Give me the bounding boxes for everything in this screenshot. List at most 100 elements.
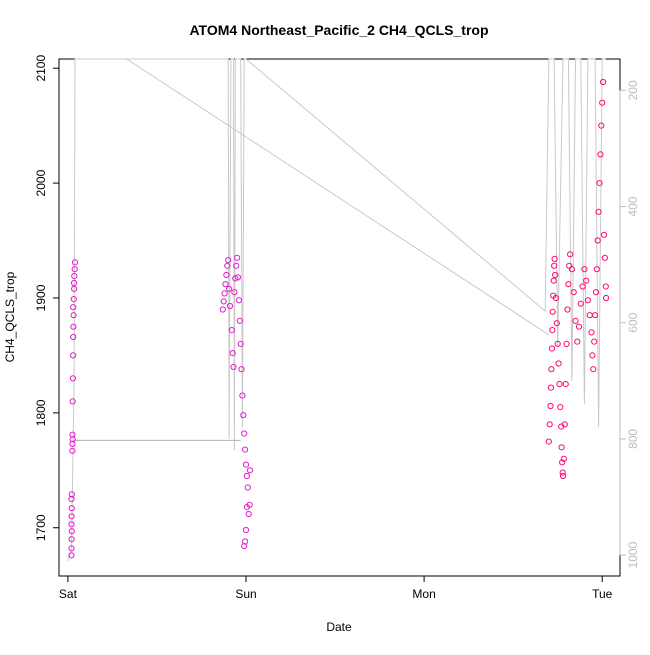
chart-title: ATOM4 Northeast_Pacific_2 CH4_QCLS_trop xyxy=(189,22,488,38)
data-point xyxy=(592,312,599,319)
data-point xyxy=(550,277,557,284)
data-point xyxy=(552,271,559,279)
data-point xyxy=(70,333,77,341)
data-point xyxy=(223,271,230,279)
data-point xyxy=(69,398,76,405)
data-point xyxy=(231,289,238,296)
data-point xyxy=(242,446,249,453)
x-tick-label: Tue xyxy=(592,587,613,601)
data-point xyxy=(600,78,607,86)
data-point xyxy=(71,285,78,292)
data-point xyxy=(241,430,248,437)
altitude-series xyxy=(67,58,606,562)
data-point xyxy=(222,281,229,288)
data-point xyxy=(233,262,240,269)
axes: Sat Sun Mon Tue 1700 1800 1900 2000 2100 200 400 60… xyxy=(34,55,640,601)
y2-tick-label: 600 xyxy=(626,312,640,332)
data-point xyxy=(219,306,226,313)
data-point xyxy=(220,298,227,305)
data-point xyxy=(598,122,605,129)
data-point xyxy=(589,352,596,359)
data-point xyxy=(68,495,75,503)
data-point xyxy=(70,279,78,287)
data-point xyxy=(229,350,236,357)
altitude-diagonal xyxy=(126,58,550,336)
data-point xyxy=(551,255,558,262)
plot-area-frame xyxy=(58,58,621,577)
y-tick-label: 2000 xyxy=(34,169,48,196)
data-point xyxy=(241,543,248,550)
data-point xyxy=(551,262,558,269)
data-point xyxy=(599,99,606,106)
y2-tick-label: 200 xyxy=(626,80,640,100)
data-point xyxy=(559,459,566,466)
data-point xyxy=(70,312,77,319)
data-point xyxy=(68,505,75,512)
data-point xyxy=(554,340,561,347)
data-point xyxy=(603,294,610,302)
data-point xyxy=(70,296,77,303)
data-point xyxy=(572,317,579,324)
y-tick-label: 1800 xyxy=(34,399,48,426)
data-point xyxy=(71,259,79,266)
data-point xyxy=(246,501,253,508)
data-point xyxy=(553,320,560,327)
data-point xyxy=(552,294,560,302)
data-point xyxy=(562,381,569,388)
x-tick-label: Sat xyxy=(59,587,78,601)
data-point xyxy=(226,302,234,310)
y-tick-label: 1900 xyxy=(34,284,48,311)
data-point xyxy=(226,285,233,292)
y-tick-label: 2100 xyxy=(34,55,48,82)
data-point xyxy=(602,283,609,290)
data-point xyxy=(592,289,600,296)
data-point xyxy=(234,274,242,281)
data-point xyxy=(240,412,247,419)
data-point xyxy=(246,467,253,474)
data-point xyxy=(225,257,232,264)
data-point xyxy=(68,521,75,528)
data-point xyxy=(591,338,598,345)
y2-tick-label: 400 xyxy=(626,196,640,216)
data-point xyxy=(68,513,75,520)
data-point xyxy=(594,237,601,244)
data-point xyxy=(242,461,250,468)
data-point xyxy=(71,273,78,280)
data-point xyxy=(565,281,572,288)
data-point xyxy=(568,266,576,273)
data-point xyxy=(560,455,568,462)
data-point xyxy=(561,421,568,428)
x-axis-label: Date xyxy=(326,620,352,634)
data-point xyxy=(590,366,597,373)
data-point xyxy=(593,266,600,273)
data-point xyxy=(69,447,76,454)
data-point xyxy=(595,208,602,215)
data-point xyxy=(239,392,246,399)
data-point xyxy=(237,340,244,347)
data-point xyxy=(68,528,75,535)
data-point xyxy=(575,323,583,330)
data-point xyxy=(547,384,555,391)
data-point xyxy=(69,440,76,447)
data-point xyxy=(596,180,603,187)
data-point xyxy=(238,366,245,373)
data-point xyxy=(559,472,567,480)
y-tick-label: 1700 xyxy=(34,514,48,541)
data-point xyxy=(556,381,563,388)
data-point xyxy=(584,297,592,304)
data-point xyxy=(228,327,235,334)
data-point xyxy=(549,327,556,334)
ch4-series xyxy=(68,78,610,559)
data-point xyxy=(601,254,609,261)
data-point xyxy=(68,491,75,498)
data-point xyxy=(558,444,565,451)
data-point xyxy=(70,304,77,311)
data-point xyxy=(581,266,588,273)
data-point xyxy=(243,472,250,480)
y-axis-label: CH4_QCLS_trop xyxy=(3,271,17,362)
data-point xyxy=(545,438,552,445)
data-point xyxy=(70,323,77,330)
data-point xyxy=(69,431,76,438)
data-point xyxy=(235,297,242,304)
